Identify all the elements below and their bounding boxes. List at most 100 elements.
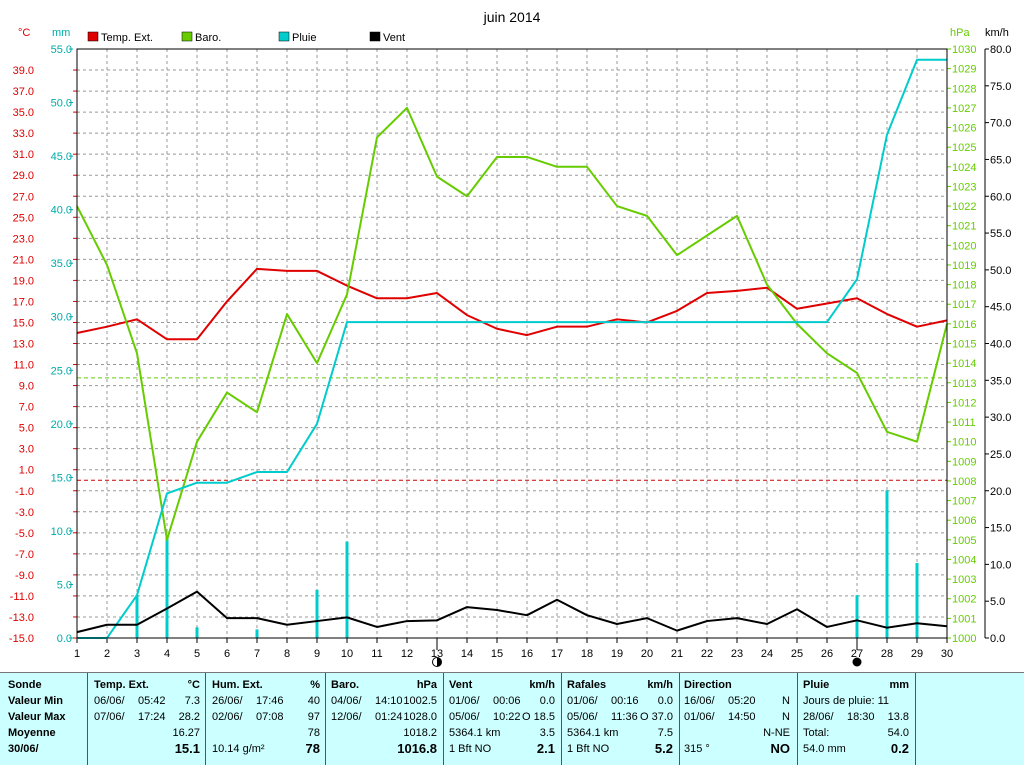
wind-tick-label: 0.0 bbox=[990, 633, 1005, 645]
summary-value: 1028.0 bbox=[403, 711, 437, 723]
summary-column-vent: Vent km/h 01/06/00:06 0.0 05/06/10:22 O 18.5 5… bbox=[449, 677, 555, 761]
baro-tick-label: 1026 bbox=[952, 123, 976, 135]
legend-swatch bbox=[278, 31, 290, 42]
summary-row: 5364.1 km 3.5 bbox=[449, 725, 555, 741]
temp-tick-label: 35.0 bbox=[13, 107, 34, 119]
x-tick-label: 3 bbox=[134, 648, 140, 660]
summary-time: 07:08 bbox=[256, 711, 284, 723]
summary-time: 01:24 bbox=[375, 711, 403, 723]
baro-tick-label: 1025 bbox=[952, 142, 976, 154]
summary-time: 18:30 bbox=[847, 711, 875, 723]
baro-tick-label: 1006 bbox=[952, 515, 976, 527]
summary-column-label: Sonde Valeur Min Valeur Max Moyenne 30/06/ bbox=[8, 677, 86, 761]
summary-value: 15.1 bbox=[174, 741, 200, 756]
summary-column-pluie: Pluie mm Jours de pluie: 11 28/06/18:30 13.8… bbox=[803, 677, 909, 761]
summary-time: 11:36 bbox=[611, 711, 638, 723]
rain-tick-label: 15.0 bbox=[51, 472, 72, 484]
wind-tick-label: 25.0 bbox=[990, 449, 1011, 461]
x-tick-label: 6 bbox=[224, 648, 230, 660]
baro-tick-label: 1027 bbox=[952, 103, 976, 115]
summary-row: 06/06/05:42 7.3 bbox=[94, 693, 200, 709]
x-tick-label: 27 bbox=[851, 648, 863, 660]
summary-value: hPa bbox=[416, 679, 437, 691]
summary-row: 1016.8 bbox=[331, 741, 437, 757]
moon-markers bbox=[432, 638, 862, 667]
summary-time: 00:06 bbox=[493, 695, 521, 707]
summary-row: 04/06/14:10 1002.5 bbox=[331, 693, 437, 709]
summary-value: 78 bbox=[305, 741, 320, 756]
temp-tick-label: -3.0 bbox=[15, 507, 34, 519]
summary-time: 17:46 bbox=[256, 695, 284, 707]
summary-time: 05:42 bbox=[138, 695, 166, 707]
summary-row: N-NE bbox=[684, 725, 790, 741]
summary-value: 5.2 bbox=[654, 741, 673, 756]
summary-text: Baro. bbox=[331, 679, 360, 691]
baro-tick-label: 1012 bbox=[952, 397, 976, 409]
summary-text: 26/06/ bbox=[212, 695, 243, 707]
summary-value: N bbox=[782, 711, 790, 723]
baro-tick-label: 1004 bbox=[952, 554, 976, 566]
baro-tick-label: 1014 bbox=[952, 358, 976, 370]
summary-text: 54.0 mm bbox=[803, 743, 846, 755]
summary-panel: Sonde Valeur Min Valeur Max Moyenne 30/06/Te… bbox=[0, 672, 1024, 765]
series-line bbox=[77, 58, 947, 639]
rain-axis-unit: mm bbox=[52, 27, 70, 39]
wind-tick-label: 60.0 bbox=[990, 191, 1011, 203]
summary-text: Direction bbox=[684, 679, 732, 691]
temp-tick-label: -7.0 bbox=[15, 549, 34, 561]
summary-row: Pluie mm bbox=[803, 677, 909, 693]
summary-row: 05/06/11:36 O 37.0 bbox=[567, 709, 673, 725]
summary-value: N-NE bbox=[763, 727, 790, 739]
summary-text: 315 ° bbox=[684, 743, 710, 755]
temp-tick-label: 27.0 bbox=[13, 191, 34, 203]
summary-row: 02/06/07:08 97 bbox=[212, 709, 320, 725]
chart-grid bbox=[77, 49, 947, 638]
baro-tick-label: 1008 bbox=[952, 476, 976, 488]
summary-text: 12/06/ bbox=[331, 711, 362, 723]
legend-swatch bbox=[181, 31, 193, 42]
summary-row: 05/06/10:22 O 18.5 bbox=[449, 709, 555, 725]
temp-tick-label: 29.0 bbox=[13, 170, 34, 182]
baro-tick-label: 1017 bbox=[952, 299, 976, 311]
temp-tick-label: 5.0 bbox=[19, 423, 34, 435]
rain-tick-label: 45.0 bbox=[51, 151, 72, 163]
baro-tick-label: 1023 bbox=[952, 181, 976, 193]
moon-quarter-shade bbox=[437, 657, 442, 667]
summary-row: Total: 54.0 bbox=[803, 725, 909, 741]
rain-bar bbox=[195, 627, 199, 638]
x-tick-label: 26 bbox=[821, 648, 833, 660]
rain-tick-label: 55.0 bbox=[51, 44, 72, 56]
x-tick-label: 22 bbox=[701, 648, 713, 660]
summary-row: 10.14 g/m² 78 bbox=[212, 741, 320, 757]
summary-value: mm bbox=[889, 679, 909, 691]
wind-tick-label: 65.0 bbox=[990, 154, 1011, 166]
summary-row: 01/06/00:06 0.0 bbox=[449, 693, 555, 709]
rain-bar bbox=[885, 490, 889, 638]
baro-tick-label: 1003 bbox=[952, 574, 976, 586]
baro-tick-label: 1015 bbox=[952, 339, 976, 351]
summary-value: 28.2 bbox=[178, 711, 200, 723]
wind-tick-label: 70.0 bbox=[990, 118, 1011, 130]
x-tick-label: 5 bbox=[194, 648, 200, 660]
summary-text: 28/06/ bbox=[803, 711, 834, 723]
summary-row: 5364.1 km 7.5 bbox=[567, 725, 673, 741]
rain-bars bbox=[135, 490, 919, 638]
summary-time: 00:16 bbox=[611, 695, 639, 707]
wind-axis-unit: km/h bbox=[985, 27, 1009, 39]
x-tick-label: 2 bbox=[104, 648, 110, 660]
summary-text: 07/06/ bbox=[94, 711, 125, 723]
summary-value: % bbox=[310, 679, 320, 691]
wind-tick-label: 5.0 bbox=[990, 596, 1005, 608]
temp-tick-label: 19.0 bbox=[13, 275, 34, 287]
baro-tick-label: 1007 bbox=[952, 496, 976, 508]
weather-chart: juin 2014 °C mm hPa km/h Temp. Ext. Baro.… bbox=[9, 9, 1011, 667]
legend-label: Baro. bbox=[195, 32, 221, 44]
summary-row: 28/06/18:30 13.8 bbox=[803, 709, 909, 725]
summary-row: 54.0 mm 0.2 bbox=[803, 741, 909, 757]
series-line bbox=[76, 106, 948, 541]
summary-row: 16.27 bbox=[94, 725, 200, 741]
x-tick-label: 25 bbox=[791, 648, 803, 660]
wind-tick-label: 40.0 bbox=[990, 339, 1011, 351]
baro-tick-label: 1001 bbox=[952, 613, 976, 625]
x-tick-label: 20 bbox=[641, 648, 653, 660]
